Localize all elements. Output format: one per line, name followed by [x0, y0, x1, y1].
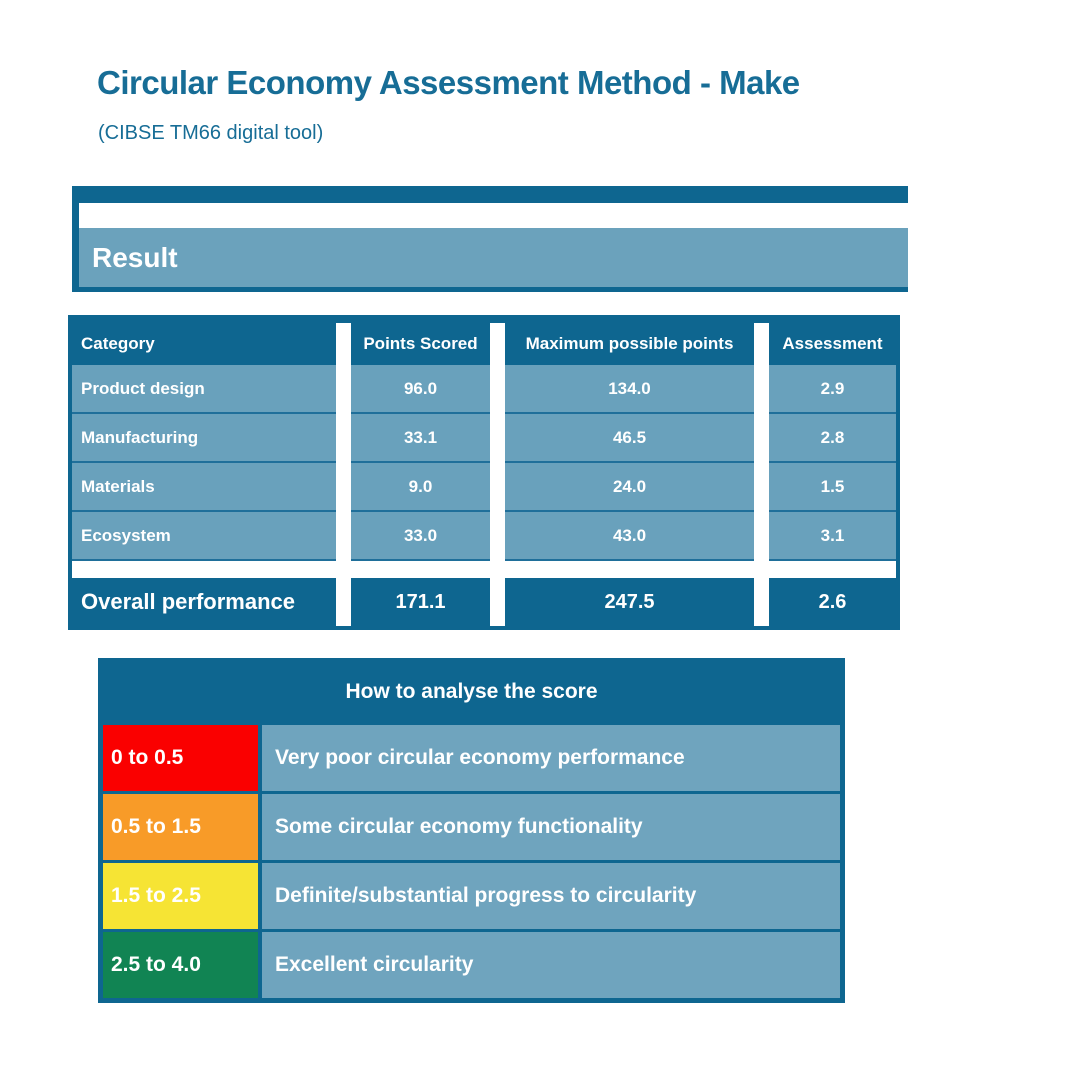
- legend-range-cell: 2.5 to 4.0: [103, 932, 258, 998]
- assessment-cell: 1.5: [769, 463, 896, 512]
- overall-performance-row: Overall performance 171.1 247.5 2.6: [72, 578, 896, 626]
- results-table-top-border: [68, 315, 900, 323]
- result-banner-left-border: [72, 186, 79, 292]
- legend-description-cell: Definite/substantial progress to circula…: [262, 863, 840, 929]
- score-legend: How to analyse the score 0 to 0.5 Very p…: [98, 658, 845, 1003]
- result-banner: Result: [72, 186, 908, 292]
- results-table-header-row: Category Points Scored Maximum possible …: [72, 323, 896, 365]
- column-header-max-points: Maximum possible points: [505, 323, 754, 365]
- points-scored-cell: 9.0: [351, 463, 490, 512]
- page-subtitle: (CIBSE TM66 digital tool): [98, 122, 324, 144]
- table-row-manufacturing: Manufacturing 33.1 46.5 2.8: [72, 414, 896, 463]
- points-scored-cell: 33.0: [351, 512, 490, 561]
- result-banner-top-bar: [72, 186, 908, 203]
- category-cell: Manufacturing: [72, 414, 336, 463]
- points-scored-cell: 33.1: [351, 414, 490, 463]
- max-points-cell: 24.0: [505, 463, 754, 512]
- overall-points-scored: 171.1: [351, 578, 490, 626]
- results-table-body: Category Points Scored Maximum possible …: [68, 323, 900, 630]
- column-header-points-scored: Points Scored: [351, 323, 490, 365]
- max-points-cell: 134.0: [505, 365, 754, 414]
- legend-range-cell: 0.5 to 1.5: [103, 794, 258, 860]
- table-separator-row: [72, 561, 896, 578]
- legend-description-cell: Very poor circular economy performance: [262, 725, 840, 791]
- category-cell: Ecosystem: [72, 512, 336, 561]
- legend-description-cell: Excellent circularity: [262, 932, 840, 998]
- column-header-category: Category: [72, 323, 336, 365]
- result-banner-body: Result: [79, 228, 908, 292]
- legend-range-cell: 0 to 0.5: [103, 725, 258, 791]
- assessment-cell: 2.8: [769, 414, 896, 463]
- table-row-ecosystem: Ecosystem 33.0 43.0 3.1: [72, 512, 896, 561]
- table-row-product-design: Product design 96.0 134.0 2.9: [72, 365, 896, 414]
- category-cell: Product design: [72, 365, 336, 414]
- max-points-cell: 43.0: [505, 512, 754, 561]
- overall-max-points: 247.5: [505, 578, 754, 626]
- overall-assessment: 2.6: [769, 578, 896, 626]
- max-points-cell: 46.5: [505, 414, 754, 463]
- points-scored-cell: 96.0: [351, 365, 490, 414]
- results-table: Category Points Scored Maximum possible …: [68, 315, 900, 630]
- legend-range-cell: 1.5 to 2.5: [103, 863, 258, 929]
- page-title: Circular Economy Assessment Method - Mak…: [97, 64, 800, 101]
- legend-row-very-poor: 0 to 0.5 Very poor circular economy perf…: [103, 725, 840, 791]
- table-row-materials: Materials 9.0 24.0 1.5: [72, 463, 896, 512]
- category-cell: Materials: [72, 463, 336, 512]
- legend-row-excellent: 2.5 to 4.0 Excellent circularity: [103, 932, 840, 998]
- overall-label: Overall performance: [72, 578, 336, 626]
- column-header-assessment: Assessment: [769, 323, 896, 365]
- legend-row-definite: 1.5 to 2.5 Definite/substantial progress…: [103, 863, 840, 929]
- assessment-cell: 2.9: [769, 365, 896, 414]
- legend-description-cell: Some circular economy functionality: [262, 794, 840, 860]
- legend-row-some: 0.5 to 1.5 Some circular economy functio…: [103, 794, 840, 860]
- result-banner-label: Result: [92, 241, 178, 273]
- assessment-cell: 3.1: [769, 512, 896, 561]
- legend-title: How to analyse the score: [345, 679, 598, 703]
